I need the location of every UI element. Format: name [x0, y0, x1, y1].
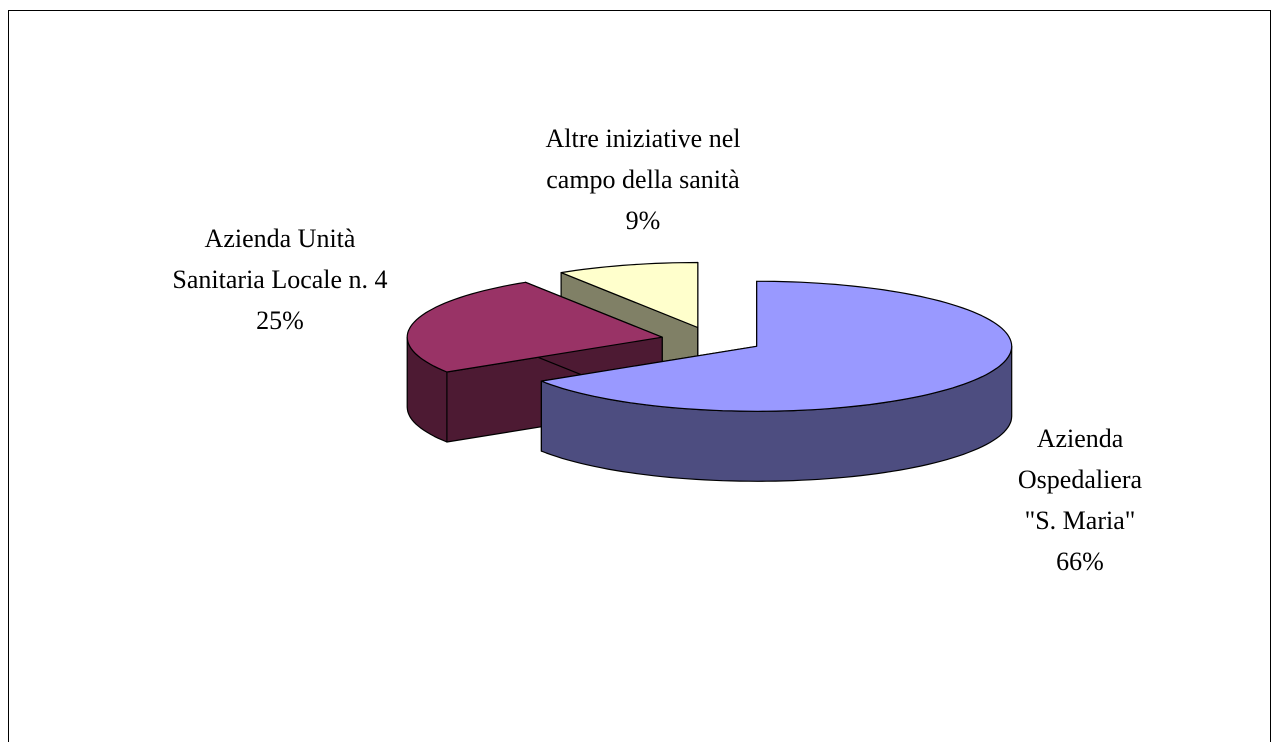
- slice: [540, 280, 1013, 412]
- value-label: 25%: [256, 306, 304, 335]
- slice: [406, 281, 663, 373]
- data-label: Azienda Unità Sanitaria Locale n. 4 25%: [170, 218, 390, 341]
- value-label: 66%: [1056, 547, 1104, 576]
- data-label: Altre iniziative nel campo della sanità 9…: [508, 118, 778, 241]
- slice: [560, 261, 699, 329]
- value-label: 9%: [625, 206, 661, 235]
- category-label: Azienda Unità Sanitaria Locale n. 4: [172, 224, 388, 294]
- category-label: Altre iniziative nel campo della sanità: [545, 124, 741, 194]
- data-label: Azienda Ospedaliera "S. Maria" 66%: [1010, 418, 1150, 582]
- category-label: Azienda Ospedaliera "S. Maria": [1017, 424, 1143, 535]
